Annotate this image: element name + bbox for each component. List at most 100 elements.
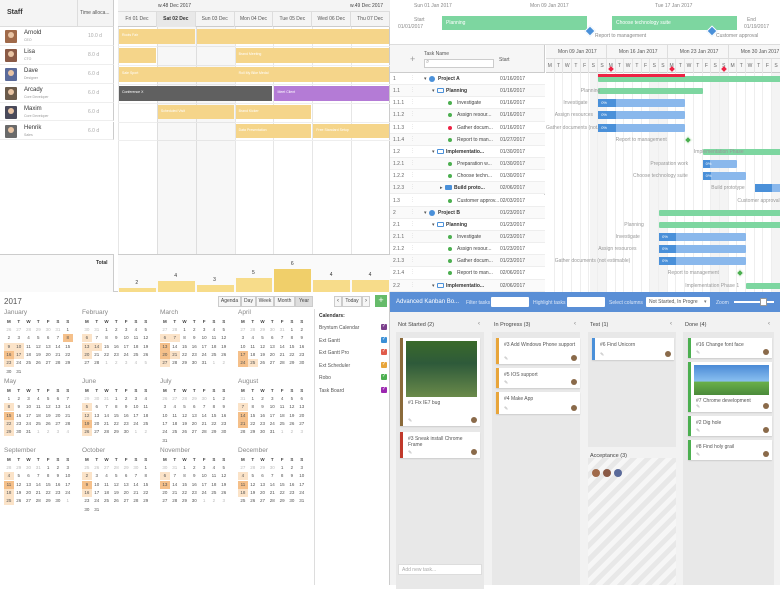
calendar-day[interactable]: 27: [123, 498, 129, 504]
calendar-day[interactable]: 21: [133, 489, 139, 495]
event-bar[interactable]: Conference X: [119, 85, 273, 101]
calendar-day[interactable]: 5: [144, 327, 147, 332]
calendar-day[interactable]: 2: [290, 429, 294, 435]
calendar-day[interactable]: 5: [251, 473, 254, 479]
edit-icon[interactable]: ✎: [408, 450, 413, 456]
month-title[interactable]: June: [82, 378, 97, 385]
calendar-name[interactable]: Robo: [319, 375, 331, 381]
prev-button[interactable]: ‹: [334, 296, 342, 307]
calendar-day[interactable]: 22: [143, 489, 149, 495]
task-card[interactable]: #3 Sneak install Chrome Frame ✎: [400, 432, 480, 458]
task-row[interactable]: 1.1.3 ⋮ Gather docum... 01/16/2017: [390, 121, 545, 134]
calendar-day[interactable]: 13: [94, 412, 100, 418]
calendar-day[interactable]: 24: [269, 420, 275, 426]
calendar-day[interactable]: 26: [181, 429, 187, 435]
calendar-day[interactable]: 3: [163, 404, 167, 410]
task-row[interactable]: 2.1 ⋮ ▾ Planning 01/23/2017: [390, 218, 545, 231]
calendar-day[interactable]: 8: [212, 404, 216, 410]
calendar-day[interactable]: 31: [299, 498, 305, 504]
edit-icon[interactable]: ✎: [696, 350, 701, 356]
week-header-cell[interactable]: Mon 30 Jan 2017: [728, 45, 780, 59]
calendar-day[interactable]: 27: [240, 465, 246, 470]
calendar-day[interactable]: 9: [193, 335, 196, 341]
calendar-day[interactable]: 30: [269, 327, 275, 332]
calendar-day[interactable]: 24: [123, 351, 129, 357]
calendar-day[interactable]: 27: [269, 360, 275, 366]
calendar-day[interactable]: 8: [183, 335, 186, 341]
calendar-day[interactable]: 24: [65, 489, 71, 495]
calendar-day[interactable]: 16: [191, 343, 197, 349]
calendar-day[interactable]: 2: [46, 429, 50, 435]
calendar-day[interactable]: 1: [66, 327, 69, 332]
calendar-day[interactable]: 3: [222, 498, 225, 504]
calendar-day[interactable]: 30: [123, 429, 129, 435]
task-name-header[interactable]: Task Name: [424, 51, 450, 57]
calendar-name[interactable]: Ext Gantt Pro: [319, 350, 350, 356]
calendar-day[interactable]: 2: [290, 465, 294, 470]
calendar-day[interactable]: 16: [299, 343, 305, 349]
event-bar[interactable]: Brand Kicker: [235, 104, 312, 120]
calendar-day[interactable]: 3: [202, 327, 206, 332]
calendar-day[interactable]: 15: [250, 412, 256, 418]
day-header-cell[interactable]: Sat 02 Dec: [156, 12, 196, 27]
calendar-checkbox[interactable]: ✓: [381, 323, 387, 330]
calendar-day[interactable]: 23: [84, 498, 90, 504]
calendar-day[interactable]: 16: [4, 350, 14, 359]
calendar-day[interactable]: 17: [238, 350, 248, 359]
calendar-day[interactable]: 18: [133, 343, 139, 349]
calendar-day[interactable]: 30: [16, 429, 22, 435]
calendar-day[interactable]: 8: [280, 473, 284, 479]
calendar-day[interactable]: 10: [201, 335, 207, 341]
calendar-day[interactable]: 12: [82, 411, 92, 420]
calendar-day[interactable]: 31: [279, 327, 285, 332]
edit-icon[interactable]: ✎: [696, 452, 701, 458]
task-row[interactable]: 2.1.1 ⋮ Investigate 01/23/2017: [390, 230, 545, 244]
calendar-day[interactable]: 31: [94, 506, 100, 512]
calendar-day[interactable]: 10: [240, 343, 246, 349]
calendar-day[interactable]: 31: [240, 396, 246, 401]
calendar-day[interactable]: 13: [259, 481, 265, 487]
calendar-day[interactable]: 30: [94, 396, 100, 401]
calendar-day[interactable]: 7: [280, 335, 284, 341]
calendar-day[interactable]: 5: [261, 335, 264, 341]
calendar-day[interactable]: 11: [104, 481, 109, 487]
event-bar[interactable]: Data Presentation: [235, 123, 312, 139]
calendar-day[interactable]: 24: [238, 359, 248, 368]
calendar-day[interactable]: 9: [17, 404, 20, 410]
calendar-day[interactable]: 1: [7, 396, 11, 401]
critical-bar[interactable]: [598, 74, 686, 77]
calendar-day[interactable]: 27: [172, 396, 178, 401]
calendar-day[interactable]: 19: [181, 420, 187, 426]
calendar-day[interactable]: 17: [25, 412, 31, 418]
calendar-day[interactable]: 23: [191, 489, 197, 495]
calendar-day[interactable]: 9: [115, 335, 118, 341]
calendar-day[interactable]: 4: [37, 396, 40, 401]
calendar-day[interactable]: 11: [211, 473, 217, 479]
calendar-day[interactable]: 7: [238, 403, 248, 412]
calendar-day[interactable]: 20: [25, 489, 31, 495]
calendar-day[interactable]: 28: [133, 498, 139, 504]
calendar-day[interactable]: 14: [269, 481, 275, 487]
calendar-day[interactable]: 18: [25, 351, 31, 357]
calendar-day[interactable]: 17: [94, 489, 100, 495]
month-title[interactable]: August: [238, 378, 259, 385]
calendar-day[interactable]: 16: [123, 412, 129, 418]
today-button[interactable]: Today: [342, 296, 362, 307]
calendar-day[interactable]: 18: [211, 481, 217, 487]
task-card[interactable]: #6 Find Unicorn ✎: [592, 338, 674, 360]
calendar-day[interactable]: 29: [45, 498, 51, 504]
task-card[interactable]: #16 Change font face ✎: [688, 338, 772, 358]
task-search-input[interactable]: [424, 59, 494, 68]
calendar-day[interactable]: 9: [290, 473, 294, 479]
calendar-day[interactable]: 3: [66, 465, 69, 470]
new-task-input[interactable]: Add new task...: [398, 564, 482, 575]
calendar-day[interactable]: 1: [251, 396, 254, 401]
calendar-day[interactable]: 31: [162, 437, 168, 443]
calendar-day[interactable]: 2: [56, 465, 60, 470]
timeline-bar-planning[interactable]: [442, 16, 587, 30]
calendar-day[interactable]: 8: [4, 403, 14, 412]
timeline-bar-tech[interactable]: [612, 16, 737, 30]
calendar-day[interactable]: 2: [82, 472, 92, 481]
calendar-day[interactable]: 4: [280, 396, 284, 401]
calendar-day[interactable]: 3: [271, 396, 274, 401]
